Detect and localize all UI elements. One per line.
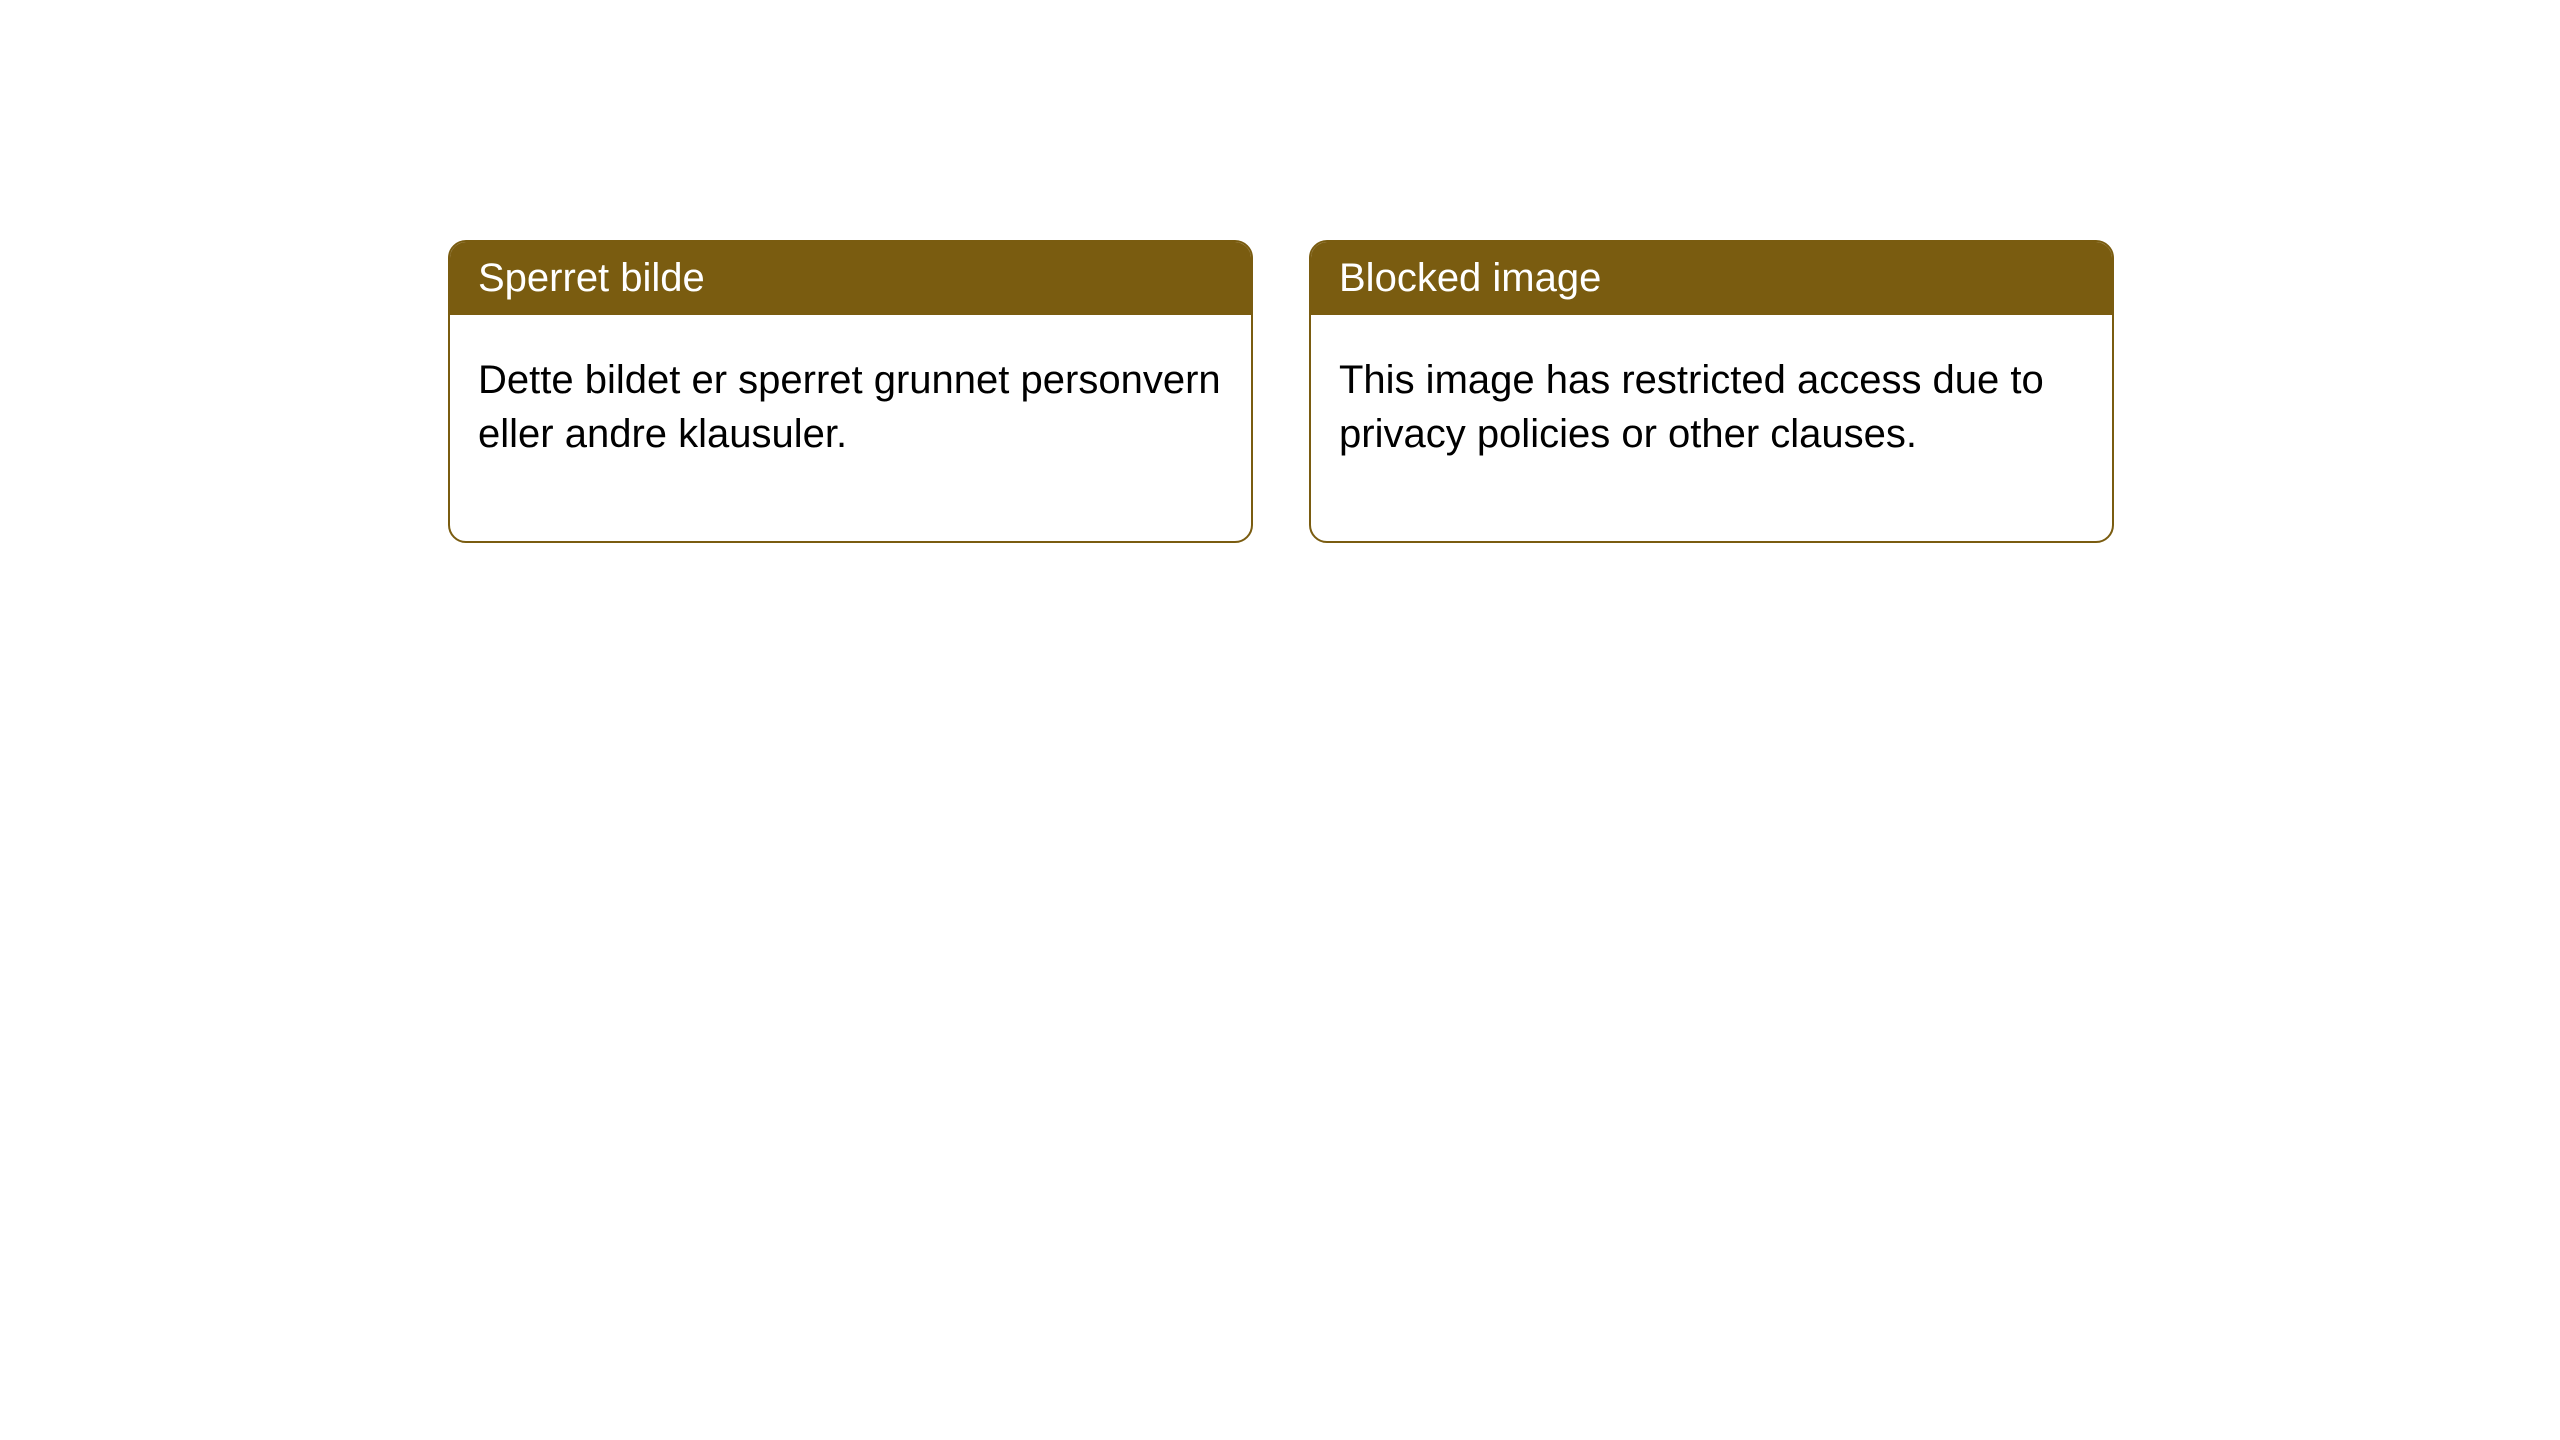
- notice-container: Sperret bilde Dette bildet er sperret gr…: [0, 0, 2560, 543]
- blocked-image-card-en: Blocked image This image has restricted …: [1309, 240, 2114, 543]
- blocked-image-card-no: Sperret bilde Dette bildet er sperret gr…: [448, 240, 1253, 543]
- card-header: Blocked image: [1311, 242, 2112, 315]
- card-header: Sperret bilde: [450, 242, 1251, 315]
- card-body: This image has restricted access due to …: [1311, 315, 2112, 541]
- card-body: Dette bildet er sperret grunnet personve…: [450, 315, 1251, 541]
